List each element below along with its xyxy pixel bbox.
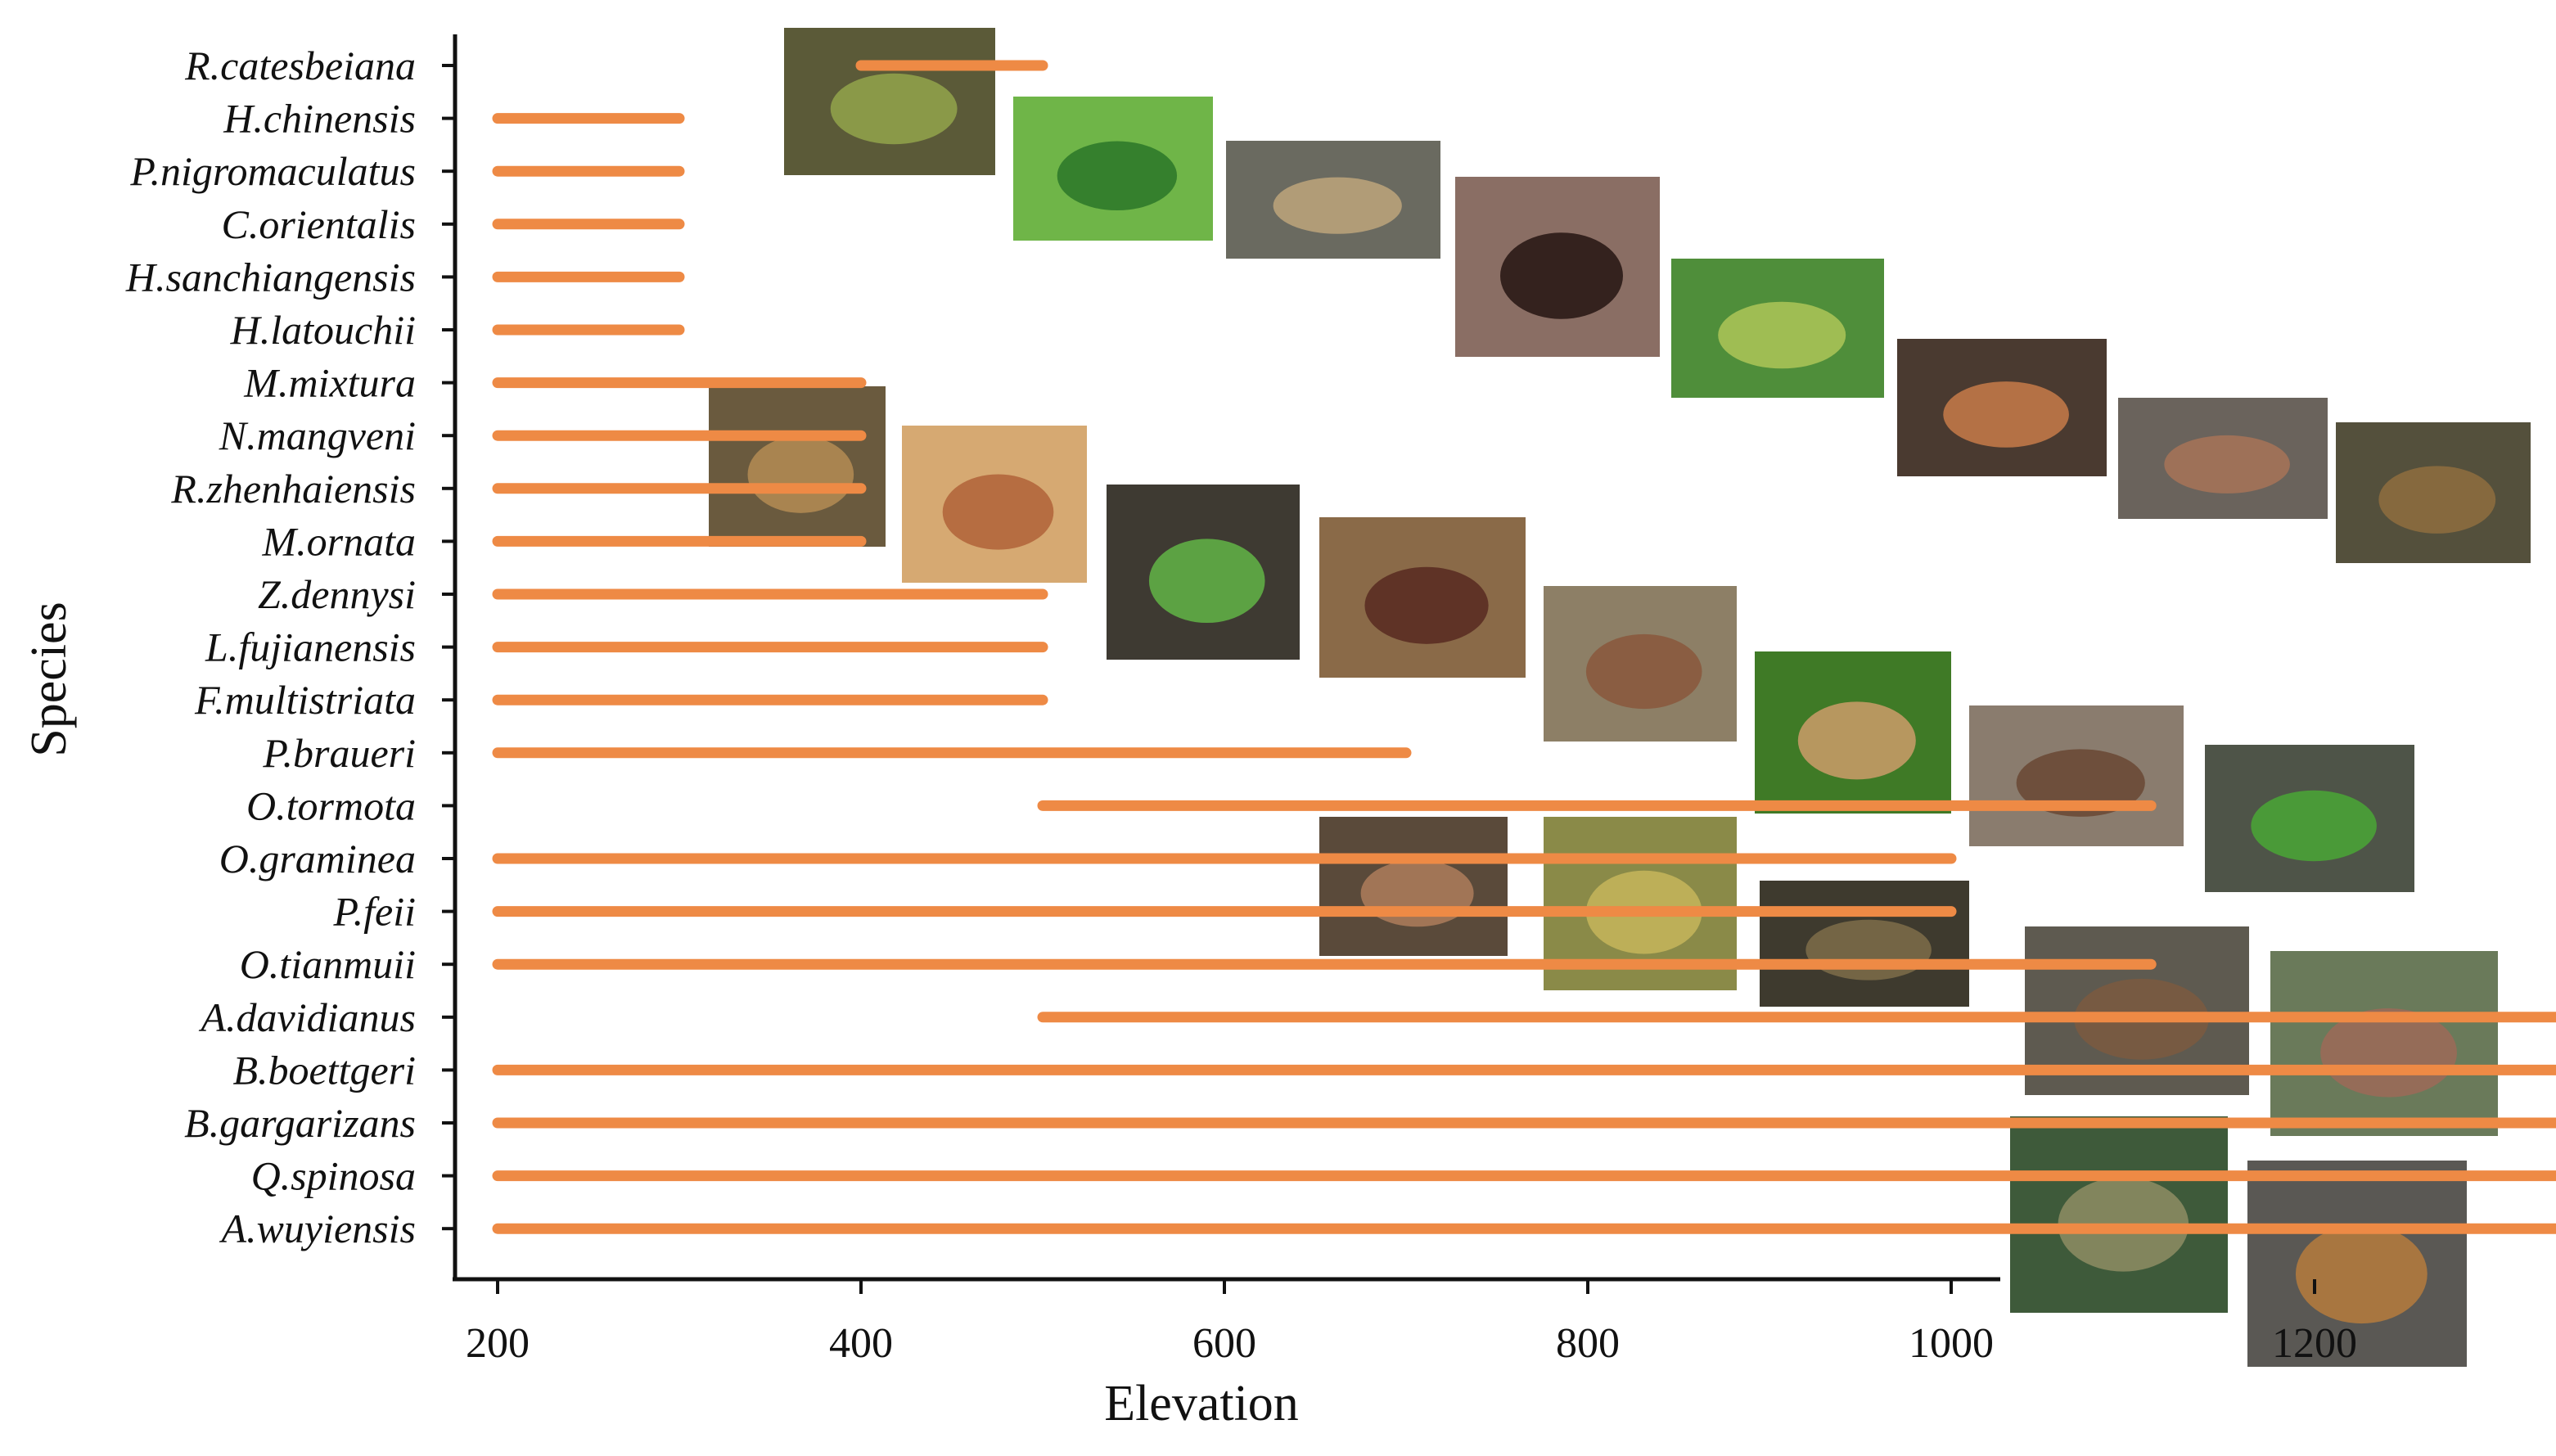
- specimen-photo: [2247, 1161, 2467, 1367]
- specimen-photo: [2118, 398, 2328, 519]
- species-label: A.wuyiensis: [219, 1206, 416, 1251]
- specimen-photo: [1226, 141, 1440, 259]
- specimen-photo: [709, 386, 886, 547]
- x-tick-label: 1000: [1909, 1320, 1994, 1367]
- frog-silhouette-icon: [2164, 435, 2290, 494]
- species-label: O.graminea: [219, 836, 416, 881]
- species-label: P.braueri: [262, 730, 416, 776]
- species-label: O.tormota: [246, 782, 416, 828]
- frog-silhouette-icon: [2295, 1224, 2428, 1324]
- frog-silhouette-icon: [830, 73, 958, 145]
- axes: [453, 34, 2000, 1282]
- species-label: Z.dennysi: [258, 571, 416, 617]
- x-tick-label: 800: [1556, 1320, 1620, 1367]
- frog-silhouette-icon: [1797, 701, 1916, 780]
- species-label: A.davidianus: [199, 994, 416, 1040]
- frog-silhouette-icon: [747, 435, 854, 513]
- species-label: P.feii: [333, 889, 416, 935]
- specimen-photo: [1755, 651, 1951, 814]
- specimen-photo: [2270, 951, 2498, 1136]
- frog-silhouette-icon: [1364, 566, 1489, 644]
- species-label: C.orientalis: [221, 201, 416, 247]
- specimen-photo: [1671, 259, 1884, 398]
- specimen-photo: [1760, 881, 1969, 1007]
- x-ticks: 20040060080010001200140016001800: [466, 1279, 2357, 1367]
- species-label: H.latouchii: [230, 307, 416, 353]
- species-label: M.ornata: [262, 518, 417, 564]
- range-bars: [492, 60, 2556, 1234]
- species-label: L.fujianensis: [205, 624, 416, 670]
- frog-silhouette-icon: [2251, 790, 2377, 862]
- frog-silhouette-icon: [1500, 232, 1623, 319]
- frog-silhouette-icon: [2016, 749, 2145, 817]
- specimen-photo: [902, 426, 1087, 583]
- specimen-photo: [784, 28, 995, 175]
- species-label: O.tianmuii: [240, 941, 416, 987]
- frog-silhouette-icon: [1718, 301, 1846, 369]
- frog-silhouette-icon: [1148, 539, 1265, 624]
- specimen-photo: [1455, 177, 1660, 357]
- species-label: M.mixtura: [243, 360, 416, 406]
- specimen-photo: [1319, 817, 1508, 956]
- specimen-photo: [1107, 485, 1300, 660]
- frog-silhouette-icon: [1805, 919, 1932, 980]
- species-label: H.sanchiangensis: [125, 254, 416, 300]
- frog-silhouette-icon: [1943, 381, 2069, 448]
- x-tick-label: 1200: [2272, 1320, 2357, 1367]
- species-label: Q.spinosa: [251, 1153, 416, 1199]
- specimen-photo: [1969, 705, 2184, 846]
- species-label: F.multistriata: [194, 677, 416, 723]
- y-axis-title: Species: [21, 602, 77, 756]
- species-label: P.nigromaculatus: [129, 148, 416, 194]
- frog-silhouette-icon: [1057, 141, 1178, 211]
- frog-silhouette-icon: [2378, 466, 2496, 534]
- species-label: B.gargarizans: [184, 1100, 416, 1146]
- specimen-photo: [1897, 339, 2107, 476]
- specimen-photo: [1013, 97, 1213, 241]
- x-axis-title: Elevation: [1104, 1376, 1299, 1431]
- species-photos: [709, 28, 2531, 1367]
- specimen-photo: [2010, 1116, 2228, 1313]
- frog-silhouette-icon: [942, 474, 1054, 550]
- species-label: R.catesbeiana: [184, 43, 416, 88]
- specimen-photo: [2205, 745, 2414, 892]
- x-tick-label: 600: [1192, 1320, 1256, 1367]
- x-tick-label: 400: [829, 1320, 893, 1367]
- specimen-photo: [2336, 422, 2531, 563]
- species-label: B.boettgeri: [232, 1047, 416, 1093]
- specimen-photo: [1319, 517, 1526, 678]
- specimen-photo: [1544, 586, 1737, 742]
- species-label: R.zhenhaiensis: [170, 466, 416, 512]
- species-label: H.chinensis: [223, 96, 416, 142]
- frog-silhouette-icon: [1585, 633, 1702, 710]
- species-label: N.mangveni: [219, 412, 416, 458]
- species-labels: R.catesbeiana H.chinensis P.nigromaculatus…: [125, 43, 455, 1251]
- frog-silhouette-icon: [1273, 177, 1402, 234]
- x-tick-label: 200: [466, 1320, 530, 1367]
